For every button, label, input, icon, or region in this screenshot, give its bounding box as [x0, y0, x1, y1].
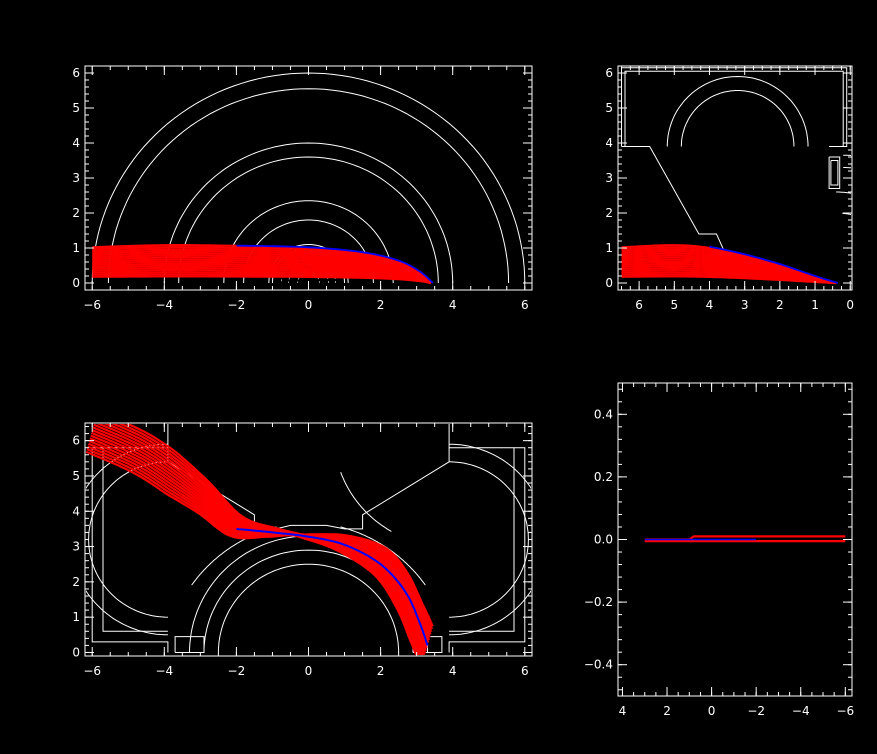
geometry-arc: [666, 75, 809, 147]
y-tick-label: −0.2: [584, 595, 613, 609]
y-tick-label: −0.4: [584, 658, 613, 672]
y-tick-label: 5: [72, 101, 80, 115]
plot-area: [644, 535, 846, 543]
x-tick-label: 0: [305, 664, 313, 678]
y-tick-label: 0.0: [594, 533, 613, 547]
geometry-coil: [174, 636, 205, 653]
y-tick-label: 5: [605, 101, 613, 115]
x-tick-label: 4: [449, 664, 457, 678]
y-tick-label: 6: [605, 66, 613, 80]
x-tick-label: −2: [228, 298, 246, 312]
x-tick-label: 2: [663, 704, 671, 718]
geometry-arc: [449, 443, 531, 636]
panel-bottom-left: −6 −4 −2 0 2 4 6 0 1 2 3 4 5 6: [72, 422, 533, 678]
x-tick-label: −6: [83, 664, 101, 678]
x-tick-label: 6: [521, 664, 529, 678]
geometry-arc: [680, 90, 795, 147]
y-tick-label: 1: [605, 241, 613, 255]
x-tick-label: 5: [670, 298, 678, 312]
y-tick-label: 0: [72, 645, 80, 659]
trajectory-blue: [709, 245, 839, 284]
geometry-coil: [828, 156, 841, 189]
y-tick-label: 0: [605, 276, 613, 290]
x-tick-label: 3: [741, 298, 749, 312]
x-tick-label: 6: [521, 298, 529, 312]
geometry-cone: [167, 447, 450, 530]
y-tick-label: 1: [72, 241, 80, 255]
geometry-arc: [163, 142, 454, 284]
y-tick-label: 5: [72, 469, 80, 483]
geometry-coil: [830, 160, 839, 186]
x-tick-label: 4: [449, 298, 457, 312]
geometry-frame: [91, 424, 169, 653]
trajectory-blue: [236, 244, 434, 284]
x-tick-label: 4: [619, 704, 627, 718]
y-tick-label: 0: [72, 276, 80, 290]
x-tick-label: 2: [377, 298, 385, 312]
x-tick-label: 2: [377, 664, 385, 678]
geometry-arc: [178, 156, 439, 284]
geometry-housing: [624, 70, 844, 147]
y-tick-label: 4: [72, 504, 80, 518]
panel-bottom-right: 4 2 0 −2 −4 −6 −0.4 −0.2 0.0 0.2 0.4: [584, 382, 854, 718]
plot-area: [91, 72, 526, 285]
x-tick-label: 2: [776, 298, 784, 312]
x-tick-label: 0: [846, 298, 854, 312]
y-tick-label: 4: [72, 136, 80, 150]
trajectory-red: [92, 275, 432, 285]
x-tick-label: 4: [706, 298, 714, 312]
y-tick-label: 4: [605, 136, 613, 150]
x-tick-label: −2: [747, 704, 765, 718]
x-tick-label: −6: [836, 704, 854, 718]
trajectory-blue: [236, 527, 429, 646]
x-tick-label: −6: [83, 298, 101, 312]
y-tick-label: 1: [72, 610, 80, 624]
geometry-arc: [223, 200, 394, 284]
geometry-frame: [449, 447, 515, 632]
plot-area: [621, 67, 851, 285]
geometry-cone: [621, 146, 725, 251]
y-tick-label: 3: [72, 540, 80, 554]
geometry-guide: [340, 472, 392, 532]
y-tick-label: 2: [72, 575, 80, 589]
x-tick-label: −2: [228, 664, 246, 678]
panel-top-right: 6 5 4 3 2 1 0 0 1 2 3 4 5 6: [605, 65, 854, 312]
y-tick-label: 2: [72, 206, 80, 220]
y-tick-label: 0.2: [594, 470, 613, 484]
x-tick-label: 0: [305, 298, 313, 312]
geometry-frame: [102, 447, 168, 632]
x-tick-label: 6: [635, 298, 643, 312]
panel-top-left: −6 −4 −2 0 2 4 6 0 1 2 3 4 5 6: [72, 65, 533, 312]
x-tick-label: 0: [708, 704, 716, 718]
y-tick-label: 3: [72, 171, 80, 185]
y-tick-label: 0.4: [594, 407, 613, 421]
y-tick-label: 2: [605, 206, 613, 220]
x-tick-label: −4: [155, 664, 173, 678]
geometry-arc: [217, 563, 400, 653]
geometry-frame: [448, 424, 526, 653]
x-tick-label: −4: [155, 298, 173, 312]
y-tick-label: 6: [72, 434, 80, 448]
y-tick-label: 6: [72, 66, 80, 80]
x-tick-label: −4: [792, 704, 810, 718]
geometry-arc: [107, 88, 510, 284]
trajectory-red: [125, 424, 434, 627]
x-tick-label: 1: [811, 298, 819, 312]
y-tick-label: 3: [605, 171, 613, 185]
